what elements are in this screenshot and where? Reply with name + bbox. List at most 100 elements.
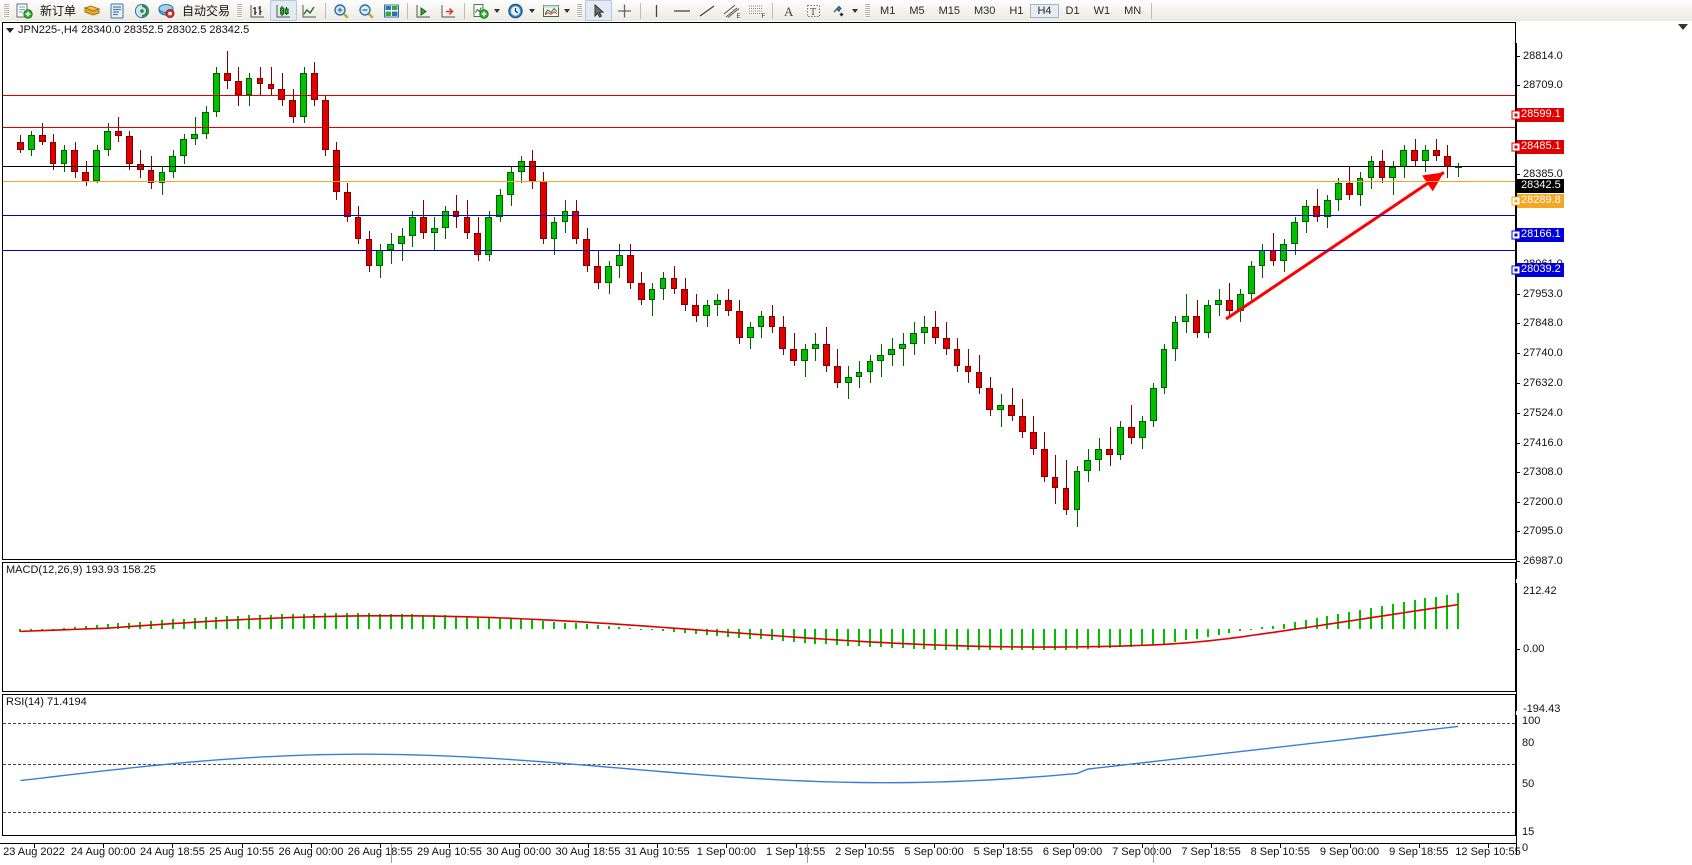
- price-tick-label: 27848.0: [1523, 317, 1563, 329]
- macd-histogram-bar: [1446, 594, 1449, 629]
- toolbar-grip[interactable]: [3, 3, 9, 18]
- rsi-axis[interactable]: 100 80 50 15 0: [1516, 715, 1692, 855]
- timeframe-h1[interactable]: H1: [1009, 4, 1024, 17]
- macd-histogram-bar: [1043, 628, 1046, 651]
- navigator-icon[interactable]: [129, 1, 154, 20]
- timeframe-m15[interactable]: M15: [938, 4, 960, 17]
- price-axis[interactable]: 28814.028709.028385.028061.027953.027848…: [1511, 43, 1692, 579]
- equidistant-channel-icon[interactable]: E: [719, 1, 744, 20]
- svg-text:F: F: [761, 14, 765, 19]
- period-dropdown-icon[interactable]: [529, 8, 536, 13]
- timeframe-h4[interactable]: H4: [1030, 3, 1059, 18]
- candle-body: [223, 72, 231, 82]
- auto-scroll-icon[interactable]: [411, 1, 436, 20]
- templates-icon[interactable]: [538, 1, 563, 20]
- zoom-in-icon[interactable]: [329, 1, 354, 20]
- new-order-label[interactable]: 新订单: [40, 4, 77, 18]
- vline-icon[interactable]: [644, 1, 669, 20]
- up-trend-arrow[interactable]: [3, 23, 1515, 559]
- candle-body: [256, 78, 264, 84]
- main-toolbar: 新订单 自动交易: [0, 0, 1692, 22]
- hline-icon[interactable]: [669, 1, 694, 20]
- bar-chart-icon[interactable]: [245, 1, 270, 20]
- templates-dropdown-icon[interactable]: [564, 8, 571, 13]
- macd-histogram-bar: [966, 628, 969, 651]
- candle-body: [1215, 299, 1222, 306]
- indicators-icon[interactable]: [468, 1, 493, 20]
- macd-histogram-bar: [694, 628, 697, 634]
- price-panel[interactable]: JPN225-,H4 28340.0 28352.5 28302.5 28342…: [2, 22, 1516, 560]
- timeframe-m1[interactable]: M1: [880, 4, 896, 17]
- text-label-icon[interactable]: T: [801, 1, 826, 20]
- chart-collapse-icon[interactable]: [1678, 24, 1688, 30]
- level-handle[interactable]: [1511, 265, 1521, 275]
- price-tick: [1516, 382, 1520, 384]
- level-line-support[interactable]: [3, 214, 1515, 216]
- market-watch-icon[interactable]: [104, 1, 129, 20]
- timeframe-d1[interactable]: D1: [1065, 4, 1080, 17]
- timeframe-mn[interactable]: MN: [1124, 4, 1142, 17]
- chart-area[interactable]: JPN225-,H4 28340.0 28352.5 28302.5 28342…: [0, 21, 1692, 863]
- price-tick: [1516, 442, 1520, 444]
- level-line-current[interactable]: [3, 166, 1515, 168]
- profile-icon[interactable]: [79, 1, 104, 20]
- crosshair-icon[interactable]: [612, 1, 637, 20]
- cursor-icon[interactable]: [585, 0, 613, 21]
- collapse-triangle-icon[interactable]: [6, 27, 14, 33]
- macd-axis[interactable]: 212.42 0.00 -194.43: [1516, 583, 1692, 715]
- level-line-resistance[interactable]: [3, 126, 1515, 128]
- text-icon[interactable]: A: [776, 1, 801, 20]
- toolbar-grip-3[interactable]: [576, 3, 583, 18]
- toolbar-grip-2[interactable]: [236, 3, 243, 18]
- price-tag-current[interactable]: 28342.5: [1517, 179, 1564, 194]
- macd-histogram-bar: [640, 628, 643, 630]
- macd-panel[interactable]: MACD(12,26,9) 193.93 158.25: [2, 562, 1516, 692]
- macd-histogram-bar: [651, 628, 654, 630]
- auto-trading-icon[interactable]: [154, 1, 179, 20]
- line-chart-icon[interactable]: [297, 1, 322, 20]
- timeframe-m5[interactable]: M5: [909, 4, 925, 17]
- macd-histogram-bar: [400, 613, 403, 629]
- objects-dropdown-icon[interactable]: [852, 8, 859, 13]
- price-tag-support[interactable]: 28166.1: [1517, 227, 1564, 242]
- auto-trading-label[interactable]: 自动交易: [182, 4, 231, 18]
- period-icon[interactable]: [503, 1, 528, 20]
- level-handle[interactable]: [1511, 230, 1521, 240]
- timeframe-m30[interactable]: M30: [974, 4, 996, 17]
- macd-histogram-bar: [1054, 628, 1057, 650]
- price-tag-entry[interactable]: 28289.8: [1517, 193, 1564, 208]
- data-window-icon[interactable]: [379, 1, 404, 20]
- level-line-support2[interactable]: [3, 250, 1515, 252]
- chart-shift-icon[interactable]: [436, 1, 461, 20]
- price-tick: [1516, 293, 1520, 295]
- price-tag-support2[interactable]: 28039.2: [1517, 263, 1564, 278]
- time-tick: [934, 844, 936, 848]
- macd-histogram-bar: [1021, 628, 1024, 651]
- candle-wick: [227, 50, 229, 90]
- price-tag-resistance[interactable]: 28599.1: [1517, 108, 1564, 123]
- new-order-icon[interactable]: [12, 1, 37, 20]
- toolbar-grip-4[interactable]: [864, 3, 871, 18]
- timeframe-w1[interactable]: W1: [1093, 4, 1111, 17]
- candle-wick: [652, 283, 654, 317]
- zoom-out-icon[interactable]: [354, 1, 379, 20]
- candle-body: [550, 222, 558, 239]
- macd-histogram-bar: [1261, 627, 1264, 629]
- objects-icon[interactable]: [826, 1, 851, 20]
- rsi-panel[interactable]: RSI(14) 71.4194: [2, 694, 1516, 836]
- level-handle[interactable]: [1511, 142, 1521, 152]
- time-axis[interactable]: 23 Aug 2022 24 Aug 00:00 24 Aug 18:55 25 Au…: [0, 843, 1521, 865]
- macd-histogram-bar: [672, 628, 675, 632]
- level-line-entry[interactable]: [3, 180, 1515, 182]
- level-handle[interactable]: [1511, 110, 1521, 120]
- candlestick-icon[interactable]: [270, 0, 298, 21]
- price-tag-resistance[interactable]: 28485.1: [1517, 139, 1564, 154]
- time-tick: [310, 844, 312, 848]
- level-line-resistance[interactable]: [3, 95, 1515, 97]
- macd-histogram-bar: [433, 614, 436, 629]
- level-handle[interactable]: [1511, 196, 1521, 206]
- fibo-icon[interactable]: F: [744, 1, 769, 20]
- macd-histogram-bar: [1250, 628, 1253, 630]
- indicators-dropdown-icon[interactable]: [494, 8, 501, 13]
- trendline-icon[interactable]: [694, 1, 719, 20]
